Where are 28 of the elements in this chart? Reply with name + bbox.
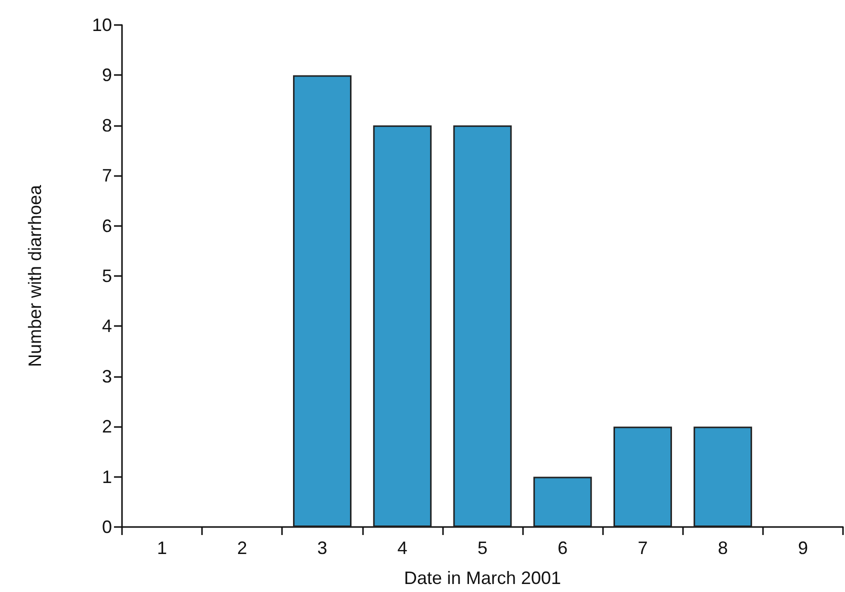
x-axis-title: Date in March 2001 [404, 568, 562, 588]
y-tick-label: 4 [102, 316, 112, 336]
bar [694, 426, 752, 527]
y-tick-label: 10 [92, 15, 112, 35]
bar [373, 125, 432, 527]
x-tick-label: 7 [638, 538, 648, 558]
x-tick-label: 3 [317, 538, 328, 558]
bar [293, 75, 352, 527]
y-tick-label: 8 [102, 115, 112, 136]
y-tick-label: 0 [102, 517, 112, 537]
x-tick-label: 5 [477, 538, 488, 558]
y-axis-title: Number with diarrhoea [25, 184, 45, 368]
y-tick-label: 9 [102, 65, 112, 86]
y-tick-label: 6 [102, 216, 112, 236]
y-tick-label: 2 [102, 416, 112, 437]
bar [453, 125, 512, 527]
x-tick-label: 8 [718, 538, 728, 558]
y-tick-label: 3 [102, 366, 112, 386]
y-tick-label: 7 [102, 166, 112, 186]
x-tick-label: 9 [798, 538, 808, 558]
bar [533, 476, 592, 527]
bar [613, 426, 672, 527]
x-tick-label: 4 [397, 538, 408, 558]
x-tick-label: 1 [157, 538, 168, 558]
x-tick-label: 6 [558, 538, 568, 558]
x-tick-label: 2 [237, 538, 248, 558]
y-tick-label: 1 [102, 466, 112, 487]
y-tick-label: 5 [102, 266, 112, 286]
